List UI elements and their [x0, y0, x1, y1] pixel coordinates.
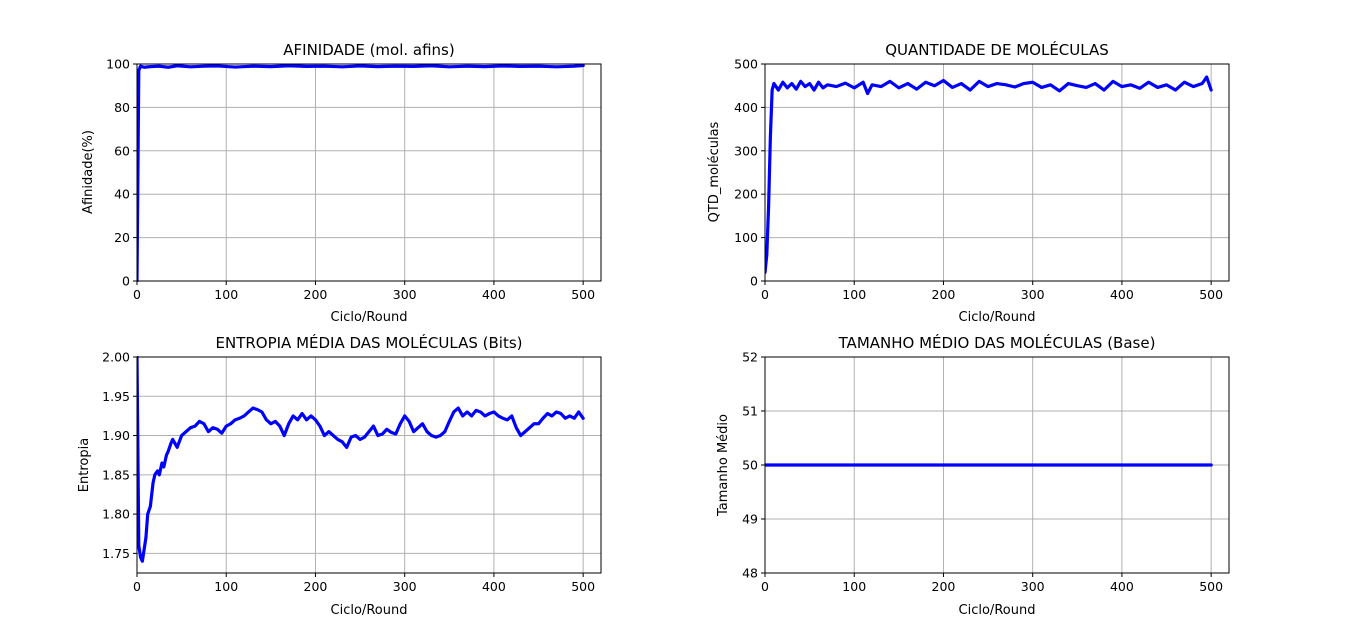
y-tick-label: 300 — [734, 143, 758, 158]
x-tick-label: 500 — [1199, 287, 1223, 302]
x-tick-label: 400 — [1110, 287, 1134, 302]
x-tick-label: 400 — [1110, 579, 1134, 594]
x-tick-label: 0 — [761, 579, 769, 594]
x-axis-label: Ciclo/Round — [331, 603, 408, 618]
y-tick-label: 500 — [734, 57, 758, 72]
y-tick-label: 1.75 — [102, 546, 130, 561]
x-tick-label: 200 — [304, 287, 328, 302]
y-axis-label: QTD_moléculas — [707, 121, 722, 222]
x-tick-label: 500 — [1199, 579, 1223, 594]
y-tick-label: 400 — [734, 100, 758, 115]
y-axis-label: Entropia — [77, 438, 92, 492]
y-axis-label: Afinidade(%) — [81, 130, 96, 214]
x-tick-label: 0 — [761, 287, 769, 302]
y-tick-label: 52 — [742, 350, 758, 365]
y-tick-label: 0 — [750, 274, 758, 289]
y-tick-label: 50 — [742, 458, 758, 473]
x-tick-label: 200 — [304, 579, 328, 594]
chart-entropia: ENTROPIA MÉDIA DAS MOLÉCULAS (Bits) Cicl… — [77, 333, 602, 618]
x-tick-label: 300 — [393, 579, 417, 594]
x-tick-label: 0 — [133, 579, 141, 594]
y-tick-label: 2.00 — [102, 350, 130, 365]
x-tick-label: 300 — [1021, 287, 1045, 302]
plot-frame — [136, 63, 602, 282]
x-tick-label: 400 — [482, 579, 506, 594]
series-line — [765, 75, 1213, 274]
x-tick-label: 300 — [1021, 579, 1045, 594]
x-tick-label: 100 — [214, 287, 238, 302]
series-line — [137, 356, 585, 563]
x-tick-label: 200 — [932, 287, 956, 302]
plot-frame — [136, 356, 602, 574]
y-tick-label: 48 — [742, 566, 758, 581]
chart-title: QUANTIDADE DE MOLÉCULAS — [885, 40, 1109, 59]
y-tick-label: 51 — [742, 404, 758, 419]
y-tick-label: 0 — [122, 274, 130, 289]
x-axis-label: Ciclo/Round — [959, 603, 1036, 618]
plot-frame — [764, 63, 1230, 282]
x-tick-label: 300 — [393, 287, 417, 302]
plot-frame — [764, 356, 1230, 574]
chart-title: TAMANHO MÉDIO DAS MOLÉCULAS (Base) — [838, 333, 1156, 352]
chart-afinidade: AFINIDADE (mol. afins) Ciclo/Round Afini… — [81, 41, 602, 325]
y-tick-label: 49 — [742, 512, 758, 527]
x-tick-label: 100 — [214, 579, 238, 594]
x-tick-label: 200 — [932, 579, 956, 594]
series-line — [137, 63, 585, 282]
x-axis-label: Ciclo/Round — [331, 310, 408, 325]
x-axis-label: Ciclo/Round — [959, 310, 1036, 325]
y-tick-label: 20 — [114, 230, 130, 245]
x-tick-label: 400 — [482, 287, 506, 302]
y-tick-label: 100 — [734, 230, 758, 245]
y-tick-label: 200 — [734, 187, 758, 202]
x-tick-label: 100 — [842, 287, 866, 302]
chart-title: ENTROPIA MÉDIA DAS MOLÉCULAS (Bits) — [216, 333, 523, 352]
y-tick-label: 60 — [114, 143, 130, 158]
y-tick-label: 1.95 — [102, 389, 130, 404]
x-tick-label: 500 — [571, 287, 595, 302]
chart-quantidade: QUANTIDADE DE MOLÉCULAS Ciclo/Round QTD_… — [707, 40, 1230, 325]
y-tick-label: 1.85 — [102, 467, 130, 482]
chart-tamanho: TAMANHO MÉDIO DAS MOLÉCULAS (Base) Ciclo… — [716, 333, 1230, 618]
y-tick-label: 100 — [106, 57, 130, 72]
x-tick-label: 0 — [133, 287, 141, 302]
y-tick-label: 80 — [114, 100, 130, 115]
y-axis-label: Tamanho Médio — [716, 414, 731, 517]
chart-title: AFINIDADE (mol. afins) — [283, 41, 454, 59]
x-tick-label: 500 — [571, 579, 595, 594]
y-tick-label: 1.80 — [102, 507, 130, 522]
x-tick-label: 100 — [842, 579, 866, 594]
y-tick-label: 40 — [114, 187, 130, 202]
y-tick-label: 1.90 — [102, 428, 130, 443]
